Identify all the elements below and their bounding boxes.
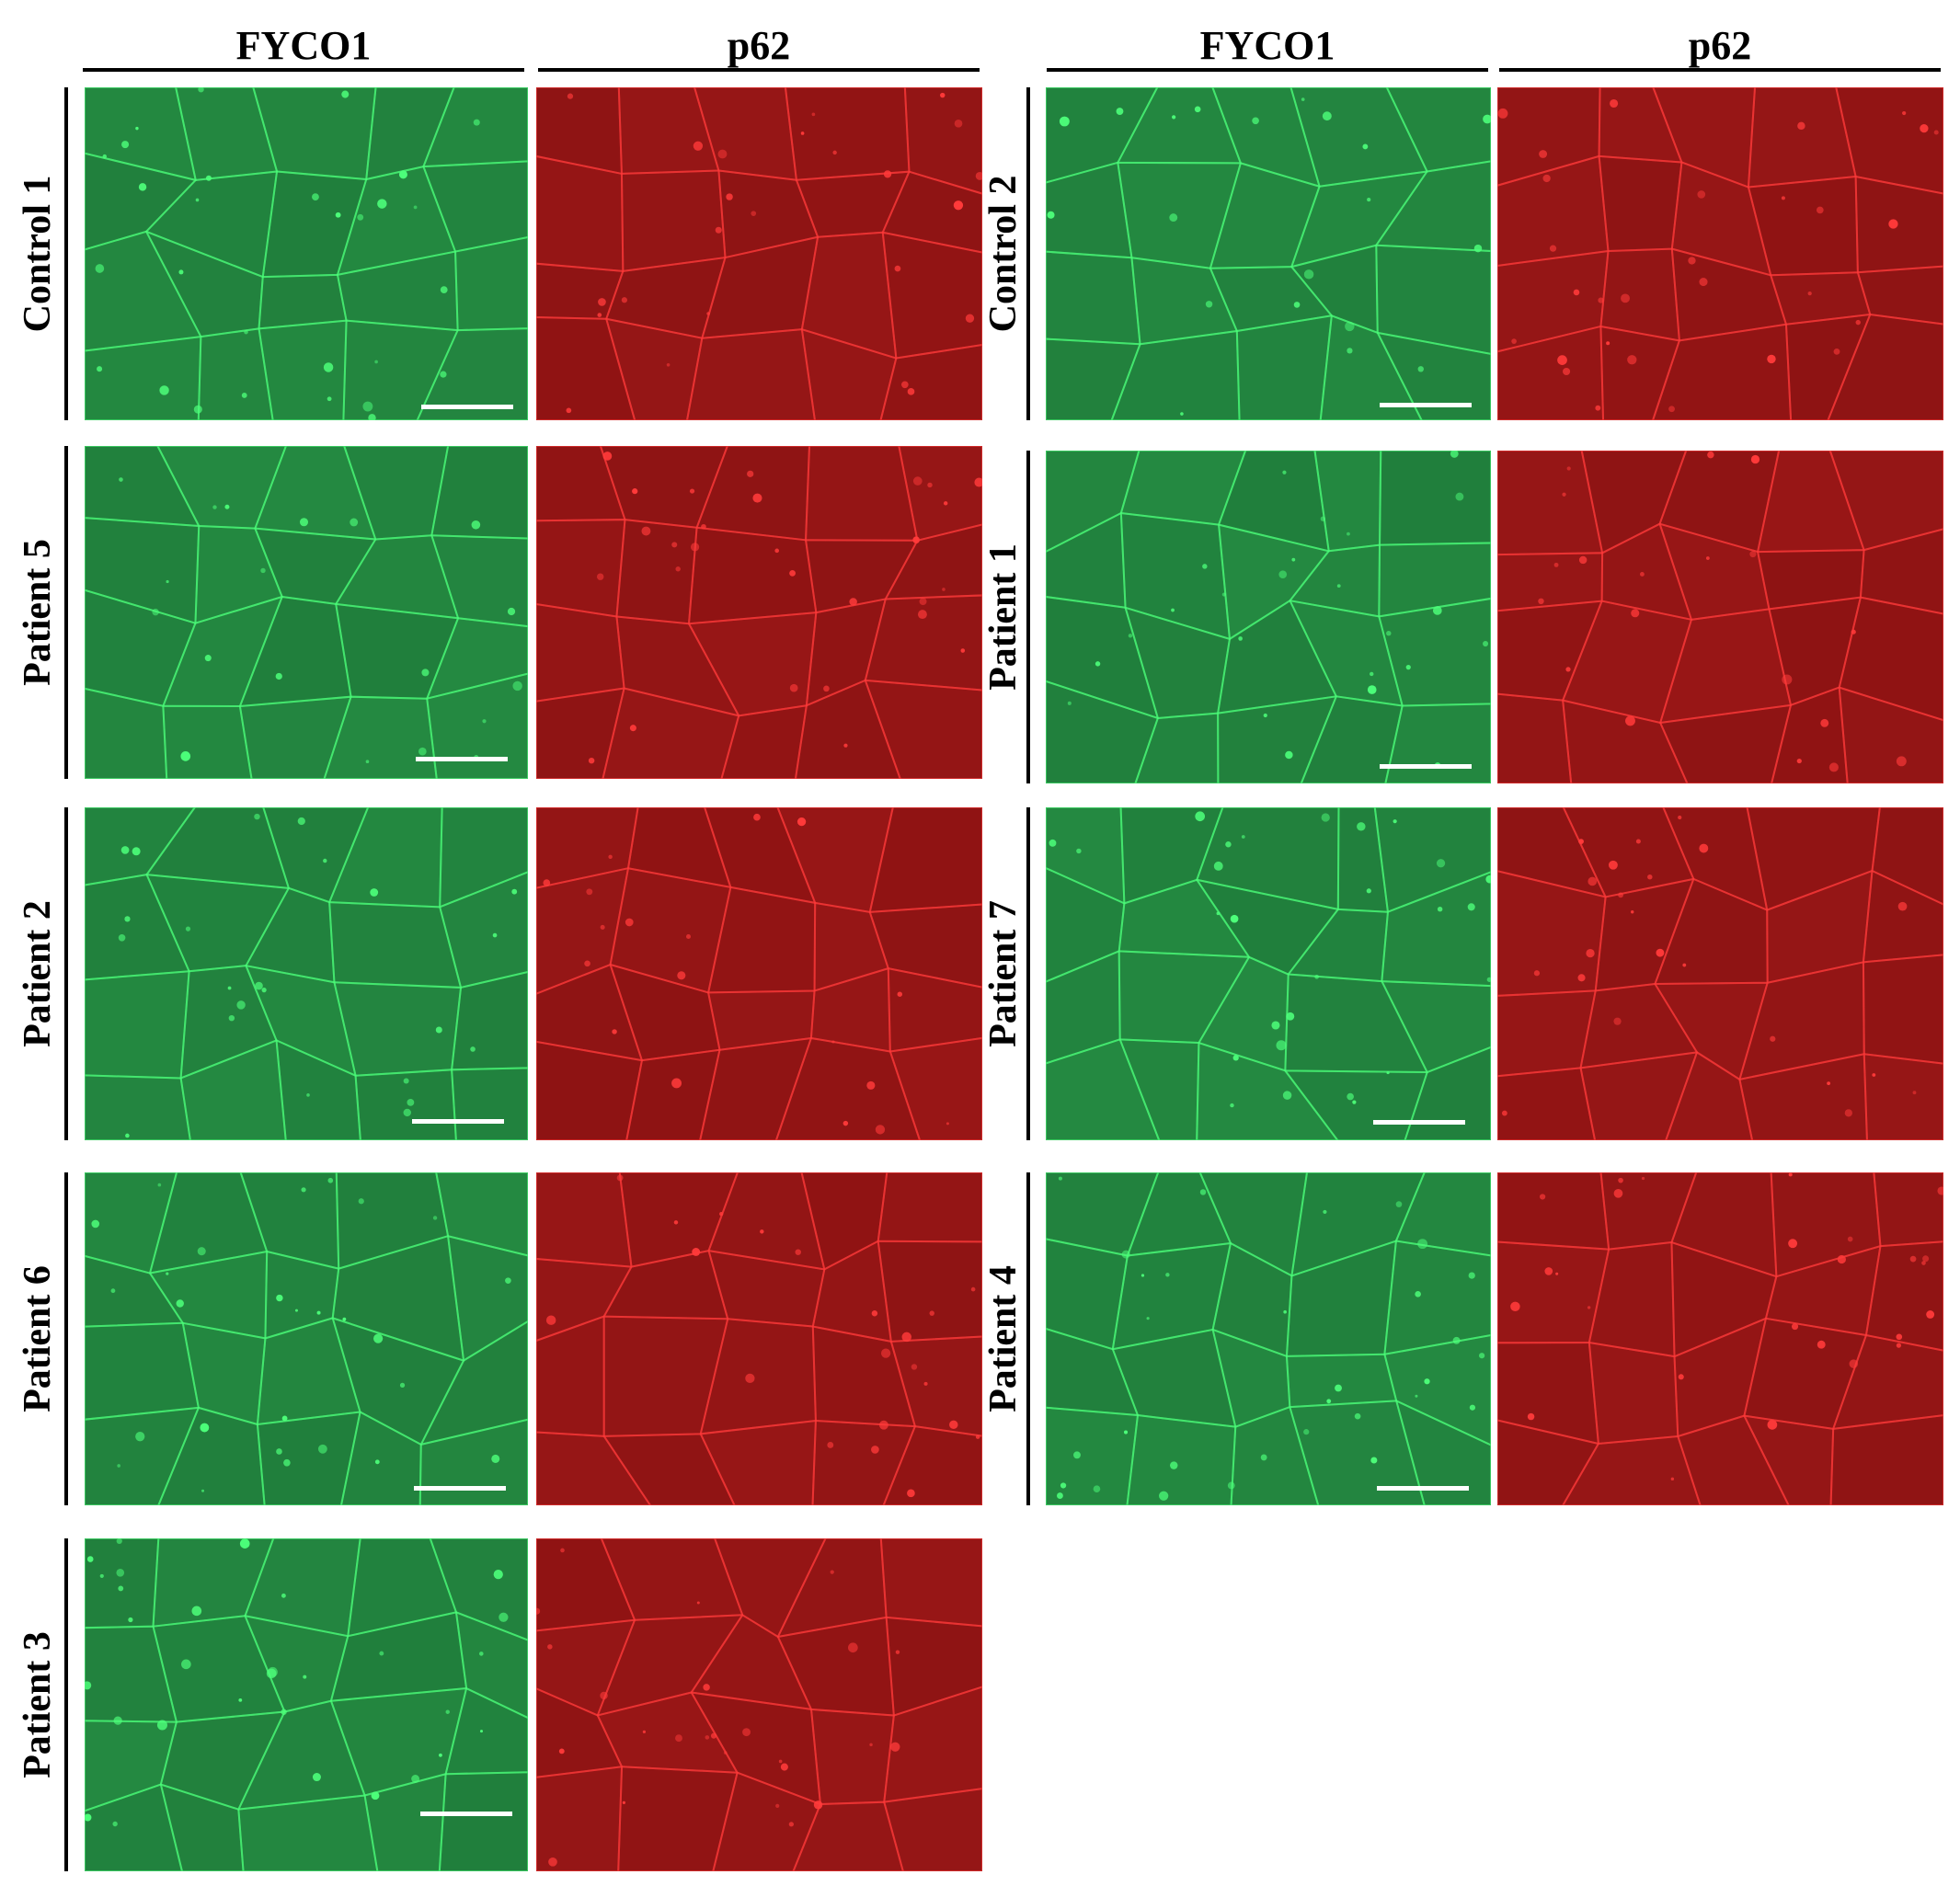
micrograph-texture (1046, 87, 1491, 420)
row-label-patient-4: Patient 4 (982, 1265, 1025, 1412)
row-label-patient-5: Patient 5 (17, 539, 59, 686)
right-fyco1-header: FYCO1 (1199, 23, 1335, 68)
scale-bar (412, 1119, 504, 1124)
scale-bar (416, 757, 508, 761)
micrograph-texture (85, 807, 528, 1140)
micrograph-texture (1046, 807, 1491, 1140)
micrograph-patient-4-fyco1 (1046, 1172, 1491, 1505)
micrograph-control-2-p62 (1497, 87, 1943, 420)
row-rule-patient-5 (64, 446, 68, 779)
row-rule-patient-6 (64, 1172, 68, 1505)
micrograph-texture (1497, 87, 1943, 420)
micrograph-texture (85, 1538, 528, 1871)
micrograph-texture (536, 87, 982, 420)
scale-bar (420, 1812, 512, 1816)
row-label-patient-1: Patient 1 (982, 543, 1025, 691)
row-rule-patient-4 (1026, 1172, 1030, 1505)
row-label-patient-2: Patient 2 (17, 900, 59, 1047)
right-p62-header: p62 (1688, 23, 1752, 68)
micrograph-texture (536, 1172, 982, 1505)
micrograph-texture (85, 87, 528, 420)
scale-bar (1380, 764, 1472, 769)
micrograph-texture (1497, 1172, 1943, 1505)
micrograph-patient-4-p62 (1497, 1172, 1943, 1505)
micrograph-texture (536, 807, 982, 1140)
row-rule-patient-1 (1026, 451, 1030, 783)
row-label-control-2: Control 2 (982, 175, 1025, 333)
micrograph-control-2-fyco1 (1046, 87, 1491, 420)
micrograph-patient-5-p62 (536, 446, 982, 779)
micrograph-texture (1046, 451, 1491, 783)
micrograph-patient-1-p62 (1497, 451, 1943, 783)
row-rule-patient-2 (64, 807, 68, 1140)
micrograph-patient-3-fyco1 (85, 1538, 528, 1871)
row-label-patient-6: Patient 6 (17, 1265, 59, 1412)
micrograph-texture (1497, 807, 1943, 1140)
row-rule-control-1 (64, 87, 68, 420)
row-rule-patient-3 (64, 1538, 68, 1871)
micrograph-patient-6-fyco1 (85, 1172, 528, 1505)
micrograph-texture (536, 1538, 982, 1871)
left-p62-header-rule (538, 68, 980, 72)
row-label-control-1: Control 1 (17, 175, 59, 333)
scale-bar (421, 405, 513, 409)
scale-bar (1377, 1486, 1469, 1491)
micrograph-control-1-p62 (536, 87, 982, 420)
scale-bar (1373, 1120, 1465, 1125)
scale-bar (414, 1486, 506, 1491)
micrograph-texture (85, 1172, 528, 1505)
micrograph-texture (1497, 451, 1943, 783)
micrograph-patient-5-fyco1 (85, 446, 528, 779)
row-rule-control-2 (1026, 87, 1030, 420)
micrograph-patient-2-p62 (536, 807, 982, 1140)
micrograph-texture (536, 446, 982, 779)
row-rule-patient-7 (1026, 807, 1030, 1140)
left-fyco1-header-rule (83, 68, 524, 72)
left-fyco1-header: FYCO1 (235, 23, 372, 68)
row-label-patient-7: Patient 7 (982, 900, 1025, 1047)
micrograph-patient-2-fyco1 (85, 807, 528, 1140)
right-p62-header-rule (1499, 68, 1941, 72)
scale-bar (1380, 403, 1472, 407)
micrograph-texture (85, 446, 528, 779)
micrograph-patient-6-p62 (536, 1172, 982, 1505)
micrograph-control-1-fyco1 (85, 87, 528, 420)
micrograph-texture (1046, 1172, 1491, 1505)
micrograph-patient-3-p62 (536, 1538, 982, 1871)
left-p62-header: p62 (727, 23, 791, 68)
row-label-patient-3: Patient 3 (17, 1631, 59, 1778)
micrograph-patient-1-fyco1 (1046, 451, 1491, 783)
micrograph-patient-7-p62 (1497, 807, 1943, 1140)
micrograph-patient-7-fyco1 (1046, 807, 1491, 1140)
right-fyco1-header-rule (1047, 68, 1488, 72)
